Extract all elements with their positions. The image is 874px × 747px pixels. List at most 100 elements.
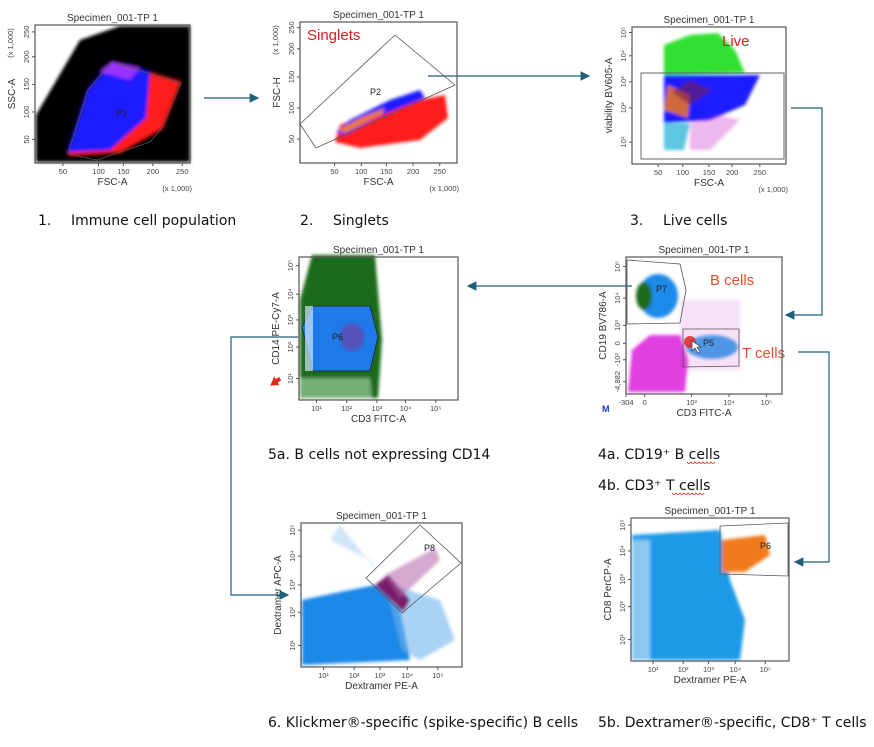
x-tick-label: 150: [380, 167, 393, 176]
caption-5b: 5b. Dextramer®-specific, CD8⁺ T cells: [598, 715, 867, 731]
y-tick-label: 10³: [288, 579, 297, 590]
x-axis-label: FSC-A: [694, 178, 724, 189]
y-tick-label: 10¹: [619, 136, 628, 147]
x-tick-label: 10⁴: [723, 398, 735, 407]
y-axis-label: FSC-H: [272, 77, 283, 108]
x-axis-label: FSC-A: [364, 177, 394, 188]
y-tick-label: 10³: [286, 314, 295, 325]
y-tick-label: 10²: [286, 341, 295, 352]
x-tick-label: 10⁴: [729, 665, 741, 674]
plot-frame: [630, 517, 790, 662]
y-tick-label: 50: [22, 135, 31, 143]
x-axis-label: Dextramer PE-A: [345, 681, 418, 692]
plot-title: Specimen_001-TP 1: [665, 506, 756, 517]
x-tick-label: 10²: [349, 671, 360, 680]
caption-4a: 4a. CD19⁺ B cells: [598, 447, 720, 463]
y-axis-unit: (x 1,000): [6, 28, 15, 58]
spellcheck-underline: [686, 461, 716, 464]
x-tick-label: 10¹: [318, 671, 329, 680]
plot-live-cells: Live: [640, 33, 785, 160]
plot-frame: [34, 24, 191, 164]
x-tick-label: 0: [643, 398, 647, 407]
y-tick-label: 10⁴: [288, 550, 297, 562]
x-tick-label: 250: [754, 168, 767, 177]
x-axis-label: FSC-A: [98, 177, 128, 188]
gate-label: P6: [332, 332, 343, 342]
y-tick-label: 10⁴: [618, 545, 627, 557]
y-tick-label: 10⁵: [288, 524, 297, 535]
y-axis-label: SSC-A: [7, 78, 18, 109]
x-tick-label: 10³: [703, 665, 714, 674]
y-axis-label: CD8 PerCP-A: [603, 558, 614, 621]
y-tick-label: 10³: [613, 320, 622, 331]
x-axis-label: CD3 FITC-A: [677, 408, 732, 419]
x-tick-label: 100: [677, 168, 690, 177]
caption-3: Live cells: [663, 213, 727, 229]
y-tick-label: 100: [22, 106, 31, 119]
y-tick-label: 0: [613, 341, 622, 345]
y-tick-label: 10³: [619, 76, 628, 87]
y-axis-label: CD19 BV786-A: [598, 291, 609, 360]
x-tick-label: 50: [654, 168, 662, 177]
x-axis-unit: (x 1,000): [758, 185, 788, 194]
y-tick-label: 150: [22, 78, 31, 91]
y-tick-label: 10³: [618, 574, 627, 585]
annotation-singlets: Singlets: [307, 27, 360, 44]
annotation-t-cells: T cells: [742, 345, 785, 362]
gate-label: P8: [424, 543, 435, 553]
red-arrow-icon: [270, 376, 282, 386]
x-tick-label: 10³: [686, 398, 697, 407]
y-tick-label: 10⁵: [613, 261, 622, 272]
x-tick-label: 250: [176, 167, 189, 176]
x-tick-label: 200: [407, 167, 420, 176]
mouse-pointer-icon: [691, 340, 702, 354]
y-tick-label: 10²: [288, 606, 297, 617]
arrow-3-to-4: [784, 107, 823, 320]
gate-label-p5: P5: [703, 338, 714, 348]
x-tick-label: 10⁵: [761, 398, 772, 407]
y-tick-label: 10⁴: [286, 288, 295, 300]
caption-number-3: 3.: [630, 213, 643, 229]
plot-frame: [298, 256, 459, 401]
caption-number-2: 2.: [300, 213, 313, 229]
annotation-b-cells: B cells: [710, 272, 754, 289]
y-tick-label: 150: [287, 71, 296, 84]
plot-singlets: P2 Singlets: [299, 27, 456, 149]
caption-number-1: 1.: [38, 213, 51, 229]
y-tick-label: 10²: [618, 601, 627, 612]
x-tick-label: 250: [433, 167, 446, 176]
x-tick-label: 10²: [341, 404, 352, 413]
y-tick-label: 10⁵: [286, 260, 295, 271]
x-axis-unit: (x 1,000): [429, 184, 459, 193]
plot-frame: [299, 21, 458, 164]
y-tick-label: 50: [287, 135, 296, 143]
y-tick-label: 10¹: [618, 634, 627, 645]
x-tick-label: 10¹: [311, 404, 322, 413]
caption-2: Singlets: [333, 213, 389, 229]
y-axis-unit: (x 1,000): [271, 25, 280, 55]
x-axis-unit: (x 1,000): [162, 184, 192, 193]
plot-frame: [300, 522, 463, 668]
x-tick-label: 10⁴: [400, 404, 412, 413]
connector-arrows: [204, 71, 830, 600]
y-tick-label: -10²: [613, 353, 622, 367]
annotation-live: Live: [722, 33, 750, 50]
gate-label-p7: P7: [656, 284, 667, 294]
plot-title: Specimen_001-TP 1: [336, 511, 427, 522]
y-tick-label: 10⁵: [619, 27, 628, 38]
x-tick-label: 100: [355, 167, 368, 176]
arrow-4-to-5b: [793, 351, 830, 567]
x-tick-label: 10³: [371, 404, 382, 413]
plot-immune-cell-population: P1: [36, 26, 190, 162]
caption-6: 6. Klickmer®-specific (spike-specific) B…: [268, 715, 578, 731]
y-tick-label: 100: [287, 102, 296, 115]
x-tick-label: 10⁵: [432, 671, 443, 680]
x-tick-label: 50: [59, 167, 67, 176]
y-tick-label: 200: [287, 43, 296, 56]
x-tick-label: 10⁴: [401, 671, 413, 680]
y-tick-label: 10²: [619, 102, 628, 113]
x-tick-label: 10¹: [648, 665, 659, 674]
x-tick-label: 10⁵: [760, 665, 771, 674]
x-tick-label: -304: [618, 398, 633, 407]
